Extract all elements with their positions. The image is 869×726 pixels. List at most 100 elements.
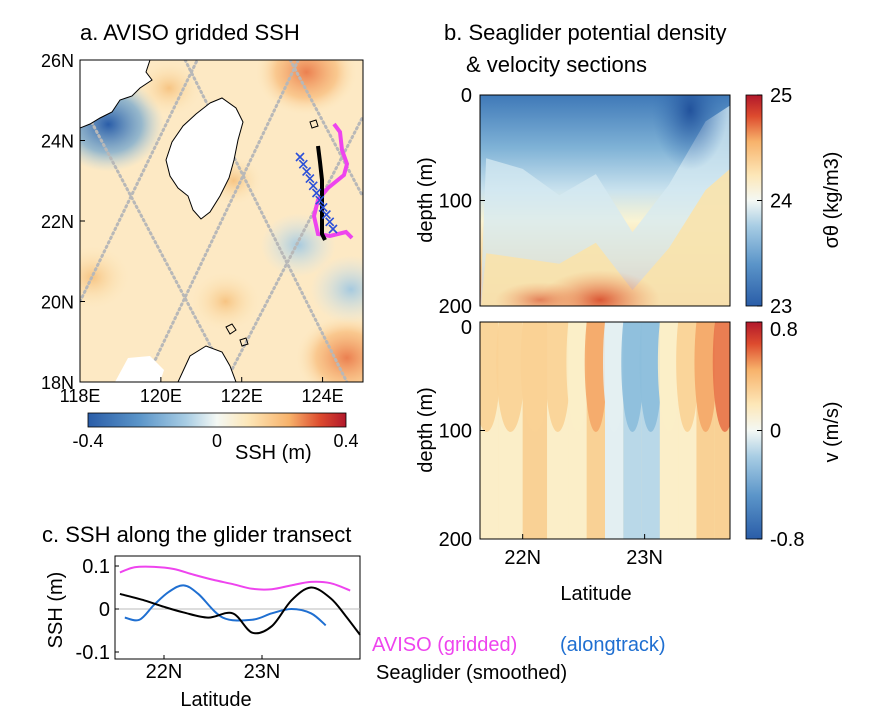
ssh-eddy [135,60,202,117]
density-cb-tick-label: 24 [770,191,792,213]
map-ytick-label: 22N [41,212,74,232]
map-plot [80,60,363,382]
density-cb-tick-label: 25 [770,85,792,107]
velocity-colorbar-label: v (m/s) [821,401,843,462]
transect-xtick-label: 23N [244,661,281,683]
white-patch [115,356,164,382]
map-xtick-label: 124E [302,386,344,406]
transect-ytick-label: 0 [99,599,110,621]
glider-profile-marker [325,217,335,227]
velocity-cb-tick-label: -0.8 [770,529,804,551]
glider-profile-marker [318,202,328,212]
ssh-colorbar-tick-label: 0 [212,431,222,451]
ssh-colorbar-label: SSH (m) [235,442,312,464]
ssh-colorbar-tick-label: 0.4 [333,431,358,451]
transect-frame [114,555,361,660]
altimeter-track [143,60,300,382]
velocity-core [657,322,681,432]
density-cb-tick-label: 23 [770,296,792,318]
velocity-core [621,322,644,432]
velocity-axes: 0 100 200 22N 23N [439,317,663,569]
series-line-seaglider [119,586,361,636]
map-ytick-label: 24N [41,132,74,152]
glider-profiles [295,152,338,234]
legend-alongtrack: (alongtrack) [560,634,666,656]
panel-b-title-line2: & velocity sections [466,52,647,77]
ssh-colorbar-ticks: -0.4 0 0.4 [72,431,358,451]
density-ytick-label: 0 [461,85,472,107]
density-ytick-label: 200 [439,296,472,318]
velocity-ytick-label: 100 [439,421,472,443]
velocity-core [545,322,571,432]
density-field [480,95,730,306]
ssh-eddy [80,245,130,310]
map-xtick-label: 122E [221,386,263,406]
glider-profile-marker [305,174,315,184]
velocity-plot [480,322,730,539]
transect-ytick-label: 0.1 [82,556,110,578]
china-coast [80,60,153,129]
panel-c-title: c. SSH along the glider transect [42,522,351,547]
velocity-core [566,322,589,432]
taiwan-island [165,97,244,220]
map-xtick-label: 120E [140,386,182,406]
transect-ytick-label: -0.1 [76,642,110,664]
transect-axes: 0.1 0 -0.1 22N 23N [76,556,281,683]
legend-aviso: AVISO (gridded) [372,634,517,656]
velocity-core [694,322,717,432]
velocity-xtick-label: 22N [504,547,541,569]
transect-xlabel: Latitude [180,689,251,711]
density-ytick-label: 100 [439,191,472,213]
map-ytick-label: 20N [41,293,74,313]
velocity-cb-tick-label: 0.8 [770,319,798,341]
panel-a-title: a. AVISO gridded SSH [80,20,300,45]
velocity-core [603,322,626,432]
ssh-eddy [310,255,363,324]
glider-profile-marker [295,152,305,162]
velocity-core [480,322,501,432]
glider-profile-marker [315,195,325,205]
small-island [225,323,249,347]
map-axes: 118E 120E 122E 124E 26N 24N 22N 20N 18N [41,51,344,406]
velocity-core [676,322,699,432]
glider-profile-marker [302,166,312,176]
velocity-colorbar-ticks: 0.8 0 -0.8 [757,319,804,551]
density-axes: 0 100 200 [439,85,485,318]
map-ytick-label: 18N [41,373,74,393]
transect-xtick-label: 22N [146,661,183,683]
ssh-colorbar [87,412,347,428]
velocity-core [584,322,607,432]
altimeter-track [224,114,363,382]
velocity-cb-tick-label: 0 [770,421,781,443]
legend-seaglider: Seaglider (smoothed) [376,662,567,684]
glider-profile-marker [311,188,322,198]
glider-profile-marker [298,159,308,169]
map-xtick-label: 118E [60,386,101,406]
altimeter-track [80,60,199,303]
velocity-xtick-label: 23N [626,547,663,569]
density-colorbar-ticks: 25 24 23 [757,85,792,318]
ssh-eddy [190,271,261,332]
velocity-core [712,322,730,432]
series-line-alongtrack [124,584,327,627]
series-line-aviso [119,565,351,592]
small-island [309,119,319,129]
transect-plot [115,565,361,636]
glider-profile-marker [328,224,338,234]
luzon-coast [177,345,237,382]
density-ylabel: depth (m) [415,157,437,243]
velocity-ytick-label: 200 [439,529,472,551]
velocity-core [496,322,525,432]
density-colorbar-label: σθ (kg/m3) [821,152,843,249]
density-plot [480,95,730,306]
velocity-ylabel: depth (m) [415,387,437,473]
density-low-core [652,95,728,170]
isopycnal-24-band [480,168,730,306]
ssh-colorbar-tick-label: -0.4 [72,431,103,451]
transect-ylabel: SSH (m) [45,572,67,649]
map-ytick-label: 26N [41,51,74,71]
panel-b-title-line1: b. Seaglider potential density [444,20,727,45]
velocity-ytick-label: 0 [461,317,472,339]
velocity-xlabel: Latitude [560,583,631,605]
